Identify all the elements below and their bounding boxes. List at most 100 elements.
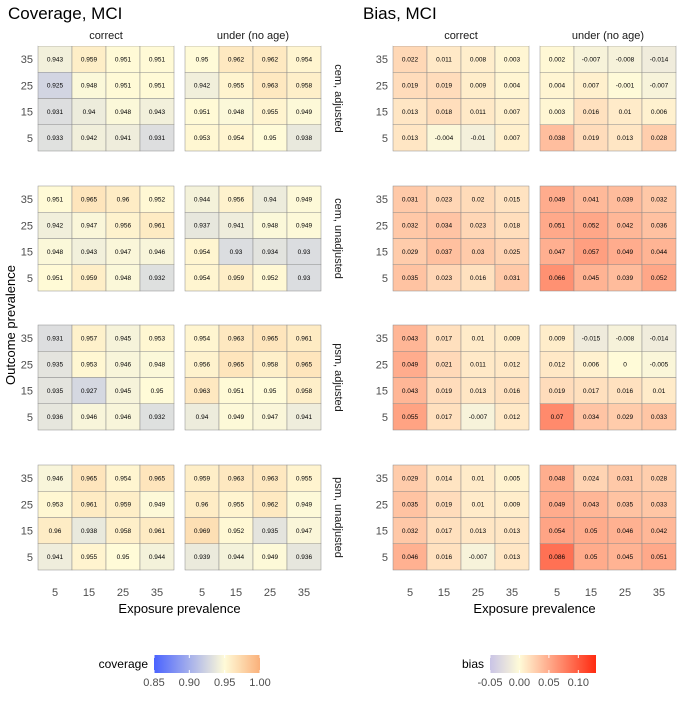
chart1-cell-label: 0.953 [194, 135, 211, 142]
chart1-cell-label: 0.963 [262, 83, 279, 90]
chart2-cell-label: 0.009 [549, 335, 566, 342]
chart2-cell-label: 0.055 [402, 414, 419, 421]
chart1-legend-tick-label: 0.95 [214, 677, 235, 689]
chart1-cell-label: 0.949 [296, 109, 313, 116]
chart1-cell [184, 212, 220, 239]
chart1-cell [218, 212, 254, 239]
chart2-cell [426, 45, 462, 73]
chart1-cell [184, 377, 220, 404]
chart1-cell-label: 0.954 [296, 56, 313, 63]
chart1-cell [37, 212, 73, 239]
chart2-cell [426, 72, 462, 99]
chart2-cell-label: -0.01 [471, 135, 486, 142]
chart2-cell [607, 491, 643, 518]
chart2-cell-label: 0.009 [504, 335, 521, 342]
chart1-cell [139, 517, 175, 544]
chart2-cell-label: 0.01 [472, 335, 485, 342]
chart1-cell-label: 0.965 [228, 362, 245, 369]
chart1-ytick-2-3: 15 [21, 247, 33, 259]
chart2-cell [494, 464, 530, 492]
chart2-cell-label: 0.013 [402, 109, 419, 116]
chart2-cell [641, 464, 677, 492]
chart2-cell [641, 324, 677, 352]
chart2-cell [539, 491, 575, 518]
chart2-cell-label: 0.007 [504, 109, 521, 116]
chart1-cell-label: 0.963 [228, 475, 245, 482]
chart2-cell-label: 0.015 [504, 196, 521, 203]
chart1-panel-r4c1: 0.946 0.965 0.954 0.965 0.953 0.961 0.959 0.949… [37, 464, 175, 571]
chart2-cell-label: 0.042 [651, 528, 668, 535]
chart1-strip-col-1 [38, 25, 174, 46]
chart1-cell-label: 0.953 [81, 362, 98, 369]
chart2-cell-label: 0.003 [504, 56, 521, 63]
chart2-cell [641, 403, 677, 431]
chart2-cell [607, 324, 643, 352]
chart2-cell-label: 0.023 [470, 223, 487, 230]
chart2-legend-colorbar [490, 655, 596, 673]
chart1-cell [71, 72, 107, 99]
chart2-cell-label: 0.039 [617, 196, 634, 203]
chart1-cell [286, 324, 322, 352]
chart2-cell [494, 403, 530, 431]
chart1-xtick-1-2: 15 [83, 587, 95, 599]
chart2-cell-label: 0.043 [402, 388, 419, 395]
chart2-cell [392, 264, 428, 292]
chart2-cell [539, 72, 575, 99]
chart2-cell-label: 0.013 [470, 528, 487, 535]
chart2-cell [641, 45, 677, 73]
chart2-cell-label: 0.046 [617, 528, 634, 535]
chart2-cell-label: 0.002 [549, 56, 566, 63]
chart1-cell-label: 0.962 [228, 56, 245, 63]
chart1-ytick-3-1: 35 [21, 333, 33, 345]
chart1-cell [105, 464, 141, 492]
chart2-cell [573, 45, 609, 73]
chart1-cell [218, 403, 254, 431]
chart2-cell [426, 124, 462, 152]
chart1-cell [71, 45, 107, 73]
chart1-cell-label: 0.94 [196, 414, 209, 421]
chart2-cell [539, 351, 575, 378]
chart1-cell-label: 0.948 [115, 109, 132, 116]
chart2-cell-label: 0.07 [551, 414, 564, 421]
chart2-cell-label: -0.007 [582, 56, 601, 63]
chart2-cell [641, 543, 677, 571]
chart1-cell [184, 464, 220, 492]
chart2-ytick-2-2: 25 [376, 220, 388, 232]
chart2-panel-r3c1: 0.043 0.017 0.01 0.009 0.049 0.021 0.011 0.012 0… [392, 324, 530, 431]
chart1-cell-label: 0.958 [296, 388, 313, 395]
chart1-row-label-1: cem, adjusted [332, 64, 344, 132]
chart2-cell [641, 124, 677, 152]
chart1-cell [139, 377, 175, 404]
chart2-cell-label: 0.004 [549, 83, 566, 90]
chart2-cell [426, 98, 462, 125]
chart1-cell [286, 517, 322, 544]
chart2-cell [460, 212, 496, 239]
chart2-cell-label: 0.066 [549, 275, 566, 282]
chart1-legend-tick-label: 0.85 [143, 677, 164, 689]
chart1-cell [286, 403, 322, 431]
chart2-cell [573, 185, 609, 213]
chart2-cell-label: 0.05 [585, 528, 598, 535]
chart2-cell-label: 0.044 [651, 249, 668, 256]
chart2-cell [539, 264, 575, 292]
chart2-cell [392, 185, 428, 213]
chart1-legend-tick-label: 0.90 [179, 677, 200, 689]
chart1-cell-label: 0.954 [228, 135, 245, 142]
chart2-col-label-2: under (no age) [572, 30, 644, 42]
chart1-cell [252, 72, 288, 99]
chart1-ytick-4-1: 35 [21, 473, 33, 485]
chart2-cell-label: 0.012 [549, 362, 566, 369]
chart1-cell-label: 0.956 [194, 362, 211, 369]
chart2-cell-label: 0.051 [651, 554, 668, 561]
chart1-cell [37, 45, 73, 73]
chart2-cell-label: 0.016 [504, 388, 521, 395]
chart1-cell [105, 517, 141, 544]
chart2-cell-label: 0.049 [617, 249, 634, 256]
chart2-cell [426, 185, 462, 213]
chart2-cell [494, 543, 530, 571]
chart2-cell [607, 98, 643, 125]
chart2-cell [460, 98, 496, 125]
chart2-cell-label: 0.032 [402, 223, 419, 230]
chart1-cell-label: 0.954 [194, 249, 211, 256]
chart2-cell [641, 72, 677, 99]
